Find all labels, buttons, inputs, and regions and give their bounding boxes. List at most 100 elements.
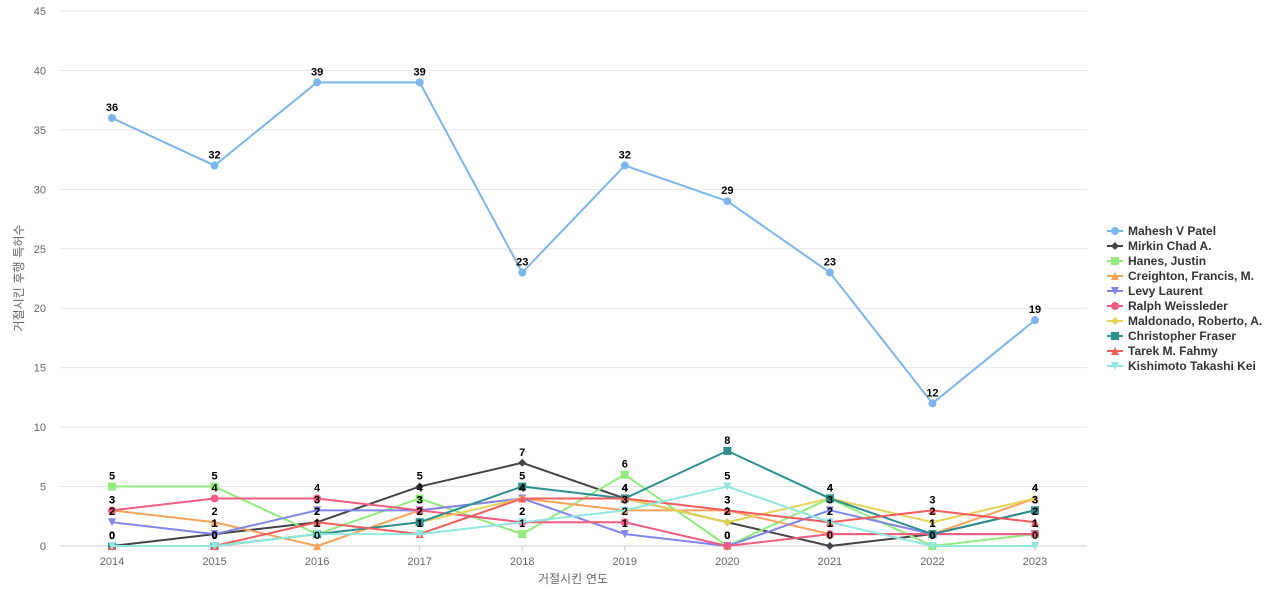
data-point [825,542,834,550]
data-label: 2 [519,506,525,518]
series-line [111,81,1036,405]
data-point [620,530,629,539]
data-label: 5 [417,471,423,483]
series-line [111,485,1036,547]
legend-item: Maldonado, Roberto, A. [1107,314,1262,328]
data-label: 5 [519,471,525,483]
legend-item: Levy Laurent [1107,284,1203,298]
legend-marker [1111,287,1119,295]
legend-marker [1111,272,1119,280]
data-point [928,542,937,550]
legend-item: Ralph Weissleder [1107,299,1228,313]
data-label: 0 [724,530,730,542]
y-tick-label: 15 [34,363,46,375]
legend-item: Mahesh V Patel [1107,224,1216,238]
legend-item: Tarek M. Fahmy [1107,344,1218,358]
data-label: 3 [827,494,833,506]
data-point [1031,506,1039,515]
data-label: 1 [1032,518,1038,530]
data-label: 0 [211,530,217,542]
data-label: 3 [724,494,730,506]
data-label: 3 [417,494,423,506]
data-point [928,506,937,515]
y-tick-label: 40 [34,65,46,77]
data-label: 2 [417,506,423,518]
data-label: 2 [211,506,217,518]
data-point [313,506,322,515]
data-label: 3 [1032,494,1038,506]
data-label: 4 [314,482,321,494]
data-label: 2 [314,506,320,518]
legend-label: Mirkin Chad A. [1128,239,1212,253]
data-point [518,458,527,467]
data-label: 1 [314,518,320,530]
series [108,78,1039,550]
data-label: 5 [211,471,217,483]
data-point [108,518,116,527]
data-point [415,530,424,539]
y-tick-label: 25 [34,244,46,256]
legend-marker [1111,317,1119,325]
data-point [415,78,424,87]
x-tick-label: 2017 [407,556,431,568]
data-label: 0 [211,530,217,542]
legend-marker [1111,227,1119,235]
legend-marker [1111,257,1119,265]
legend-marker [1111,362,1119,370]
data-point [518,482,527,491]
legend-marker [1111,332,1119,340]
data-label: 8 [724,435,730,447]
data-label: 1 [929,518,935,530]
data-point [1031,494,1039,503]
data-label: 1 [1032,518,1038,530]
data-point [210,494,219,503]
data-label: 1 [519,518,525,530]
data-point [415,482,424,491]
data-label: 1 [929,518,935,530]
data-label: 3 [929,494,935,506]
data-label: 0 [109,530,115,542]
data-label: 2 [417,506,423,518]
y-tick-label: 20 [34,303,46,315]
legend-item: Kishimoto Takashi Kei [1107,359,1256,373]
legend-label: Levy Laurent [1128,284,1203,298]
x-tick-label: 2021 [818,556,842,568]
data-point [620,161,629,170]
data-label: 3 [417,494,423,506]
data-label: 1 [929,518,935,530]
data-point [928,530,937,539]
data-label: 4 [827,482,834,494]
data-label: 4 [1032,482,1039,494]
data-point [210,518,219,527]
data-label: 2 [827,506,833,518]
x-tick-label: 2014 [100,556,124,568]
data-label: 29 [721,185,733,197]
data-point [825,518,834,527]
data-label: 3 [417,494,423,506]
data-point [825,494,834,503]
data-point [825,506,834,515]
data-label: 4 [519,482,526,494]
data-label: 5 [109,471,115,483]
y-axis-title: 거절시킨 후행 특허수 [11,225,26,332]
legend-label: Tarek M. Fahmy [1128,344,1218,358]
data-point [1031,530,1039,539]
series-9 [108,482,1039,550]
y-tick-label: 10 [34,422,46,434]
data-label: 0 [724,530,730,542]
data-point [620,506,629,515]
data-label: 2 [314,506,320,518]
data-label: 1 [314,518,320,530]
x-tick-label: 2016 [305,556,329,568]
data-point [825,530,834,539]
legend-label: Hanes, Justin [1128,254,1206,268]
legend-label: Creighton, Francis, M. [1128,269,1254,283]
data-label: 4 [622,482,629,494]
data-label: 0 [929,530,935,542]
data-label: 1 [314,518,320,530]
y-tick-label: 35 [34,125,46,137]
data-label: 0 [211,530,217,542]
data-label: 0 [109,530,115,542]
data-label: 4 [622,482,629,494]
